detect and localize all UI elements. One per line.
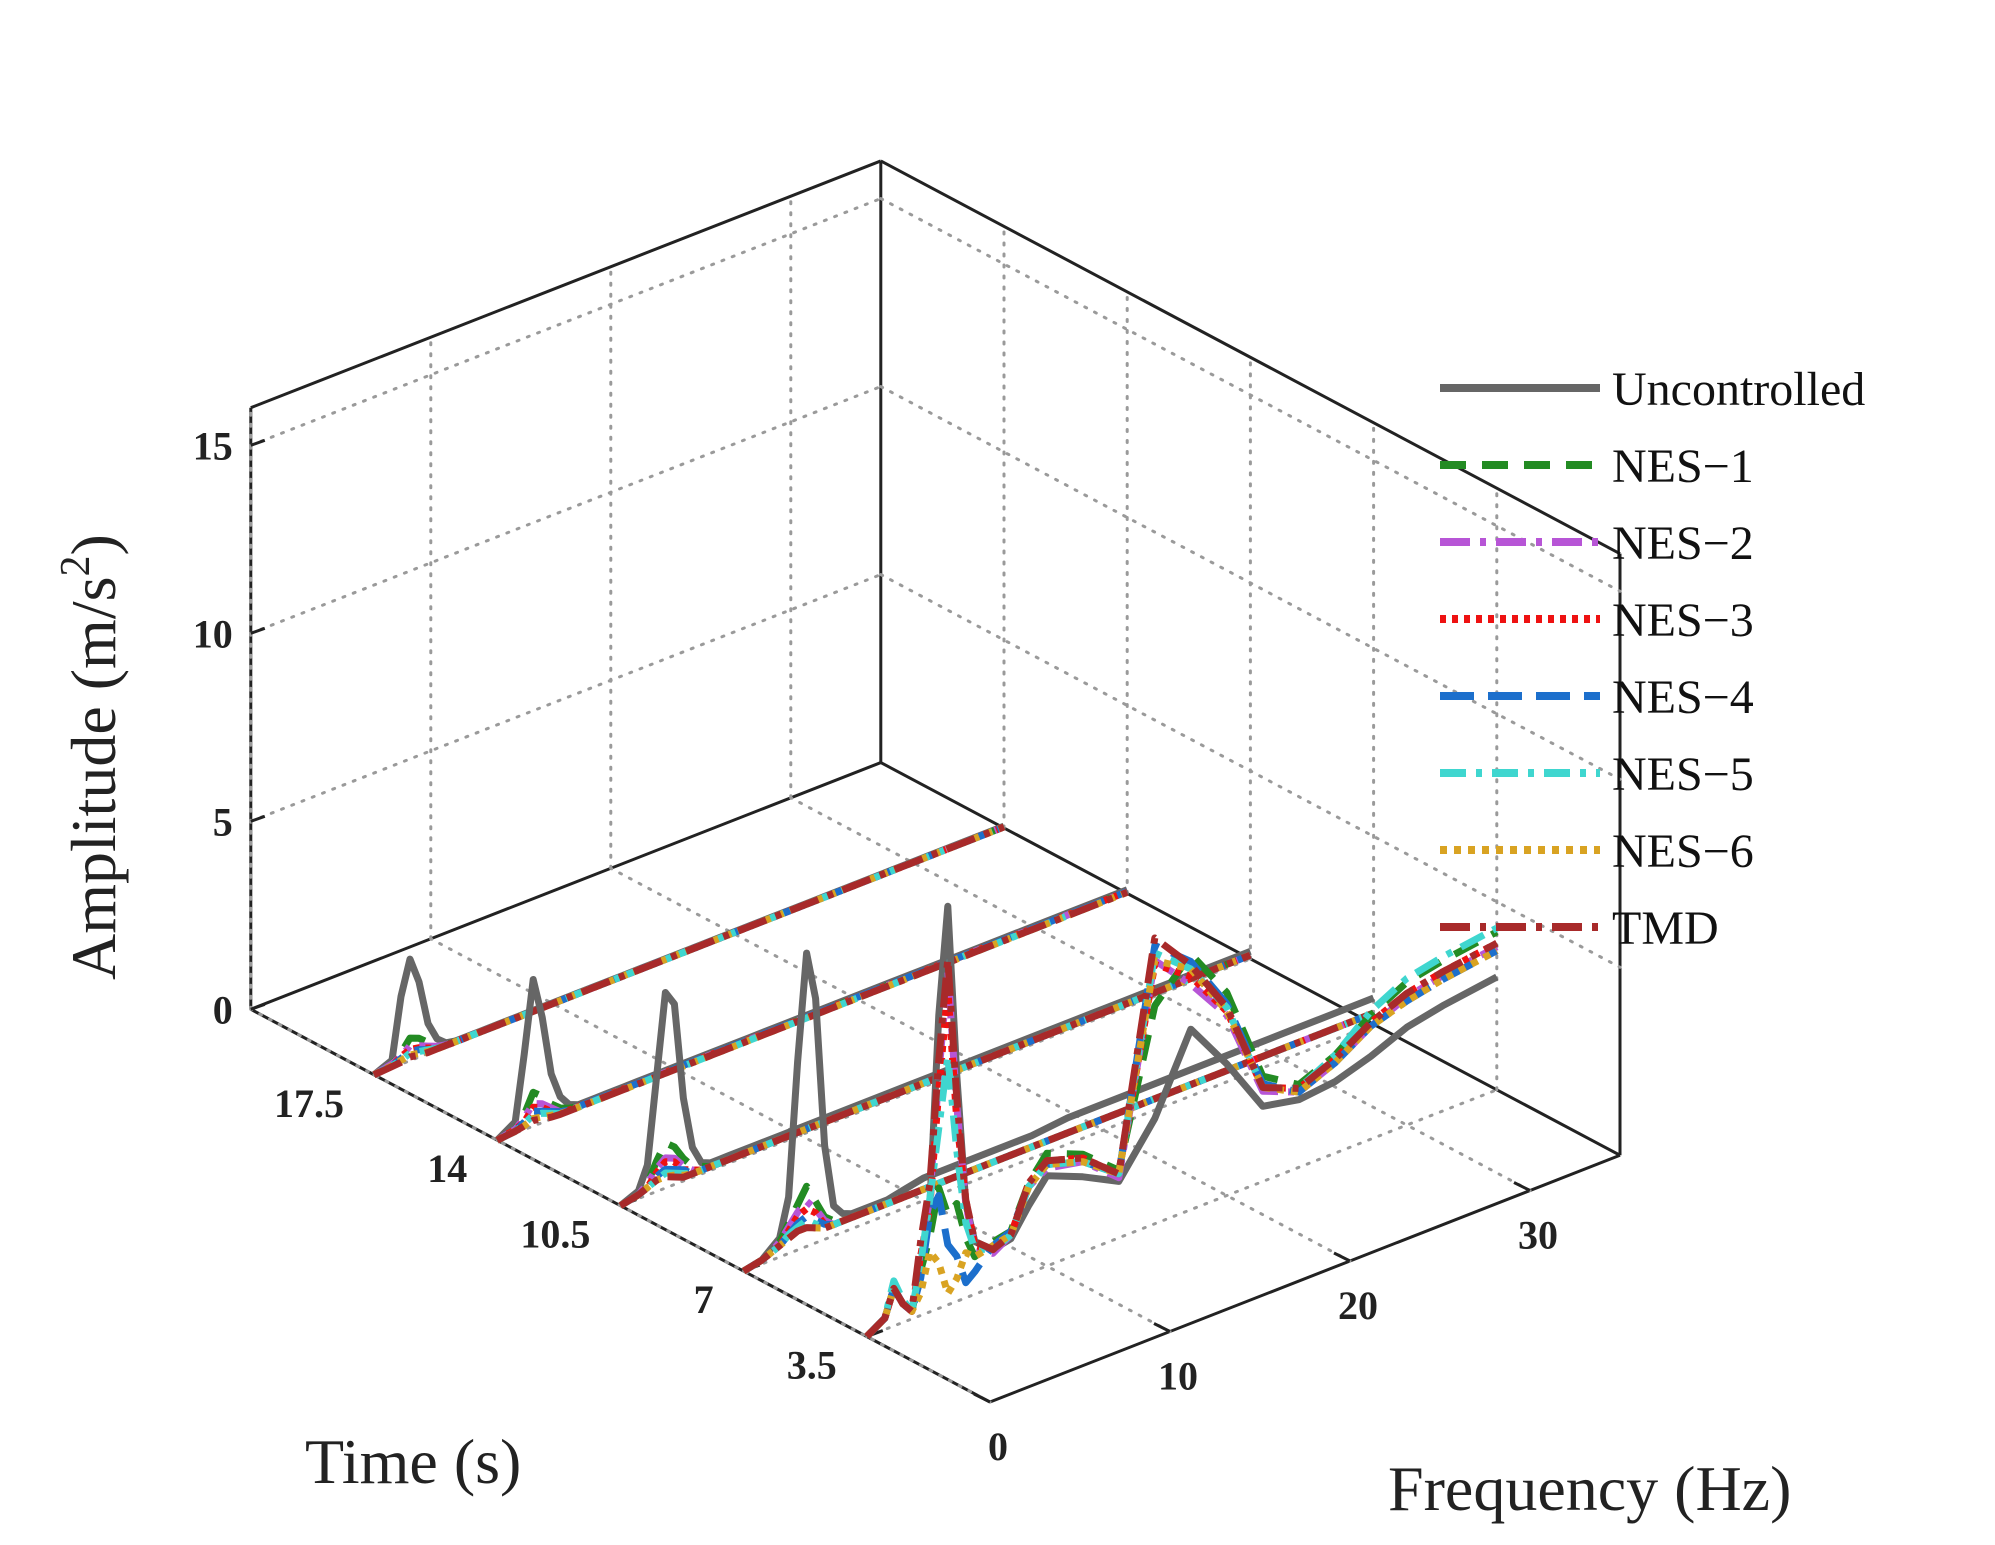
z-tick-label: 10 — [193, 611, 233, 656]
y-tick-label: 17.5 — [274, 1081, 344, 1126]
series-line-tmd-t7 — [741, 1009, 1375, 1275]
z-axis-title: Amplitude (m/s2) — [53, 534, 129, 980]
x-axis-line — [989, 1153, 1621, 1404]
x-tick-label: 0 — [988, 1424, 1008, 1469]
legend-label: NES−6 — [1612, 825, 1754, 878]
right-top-edge — [880, 159, 1621, 555]
y-axis-title: Time (s) — [305, 1426, 521, 1497]
z-grid-back — [249, 385, 883, 635]
back-top-edge — [250, 159, 882, 410]
series-line-tmd-t17_5 — [372, 823, 1006, 1078]
series-line-uncontrolled-t7 — [741, 949, 1375, 1275]
series-lines — [371, 822, 1499, 1339]
legend-label: NES−5 — [1612, 748, 1754, 801]
x-tick-label: 20 — [1338, 1283, 1378, 1328]
legend-label: Uncontrolled — [1612, 363, 1865, 416]
z-tick-label: 0 — [213, 987, 233, 1032]
x-tick — [1333, 1251, 1351, 1263]
y-tick-label: 14 — [427, 1146, 467, 1191]
y-tick-label: 7 — [694, 1277, 714, 1322]
y-tick-label: 10.5 — [520, 1212, 590, 1257]
z-tick — [250, 814, 266, 823]
x-tick-label: 30 — [1518, 1213, 1558, 1258]
axis-titles: Amplitude (m/s2) Time (s) Frequency (Hz) — [53, 534, 1791, 1524]
legend-label: NES−2 — [1612, 517, 1754, 570]
z-tick-label: 5 — [213, 799, 233, 844]
x-tick-label: 10 — [1158, 1354, 1198, 1399]
x-axis-title: Frequency (Hz) — [1388, 1453, 1791, 1524]
series-line-tmd-t3_5 — [864, 934, 1499, 1339]
y-tick-label: 3.5 — [787, 1343, 837, 1388]
legend-label: TMD — [1612, 902, 1719, 955]
axis-ticks: 0 5 10 15 3.5 7 10.5 14 17.5 0 10 20 30 — [193, 423, 1558, 1469]
legend: Uncontrolled NES−1 NES−2 NES−3 NES−4 NES−5 NES… — [1440, 363, 1865, 955]
y-grid-floor — [742, 1022, 1376, 1273]
z-grid-back — [249, 573, 883, 823]
z-grid-back — [249, 197, 883, 447]
legend-label: NES−1 — [1612, 440, 1754, 493]
z-tick — [250, 626, 266, 635]
legend-label: NES−3 — [1612, 594, 1754, 647]
x-tick — [1153, 1322, 1171, 1333]
legend-label: NES−4 — [1612, 671, 1754, 724]
z-tick — [250, 438, 266, 447]
x-tick — [1513, 1181, 1531, 1192]
series-line-tmd-t10_5 — [618, 951, 1252, 1209]
y-grid-floor — [865, 1088, 1499, 1339]
z-tick — [250, 1002, 266, 1011]
z-tick-label: 15 — [193, 423, 233, 468]
x-tick — [973, 1392, 991, 1404]
back-floor-edge — [250, 761, 882, 1011]
